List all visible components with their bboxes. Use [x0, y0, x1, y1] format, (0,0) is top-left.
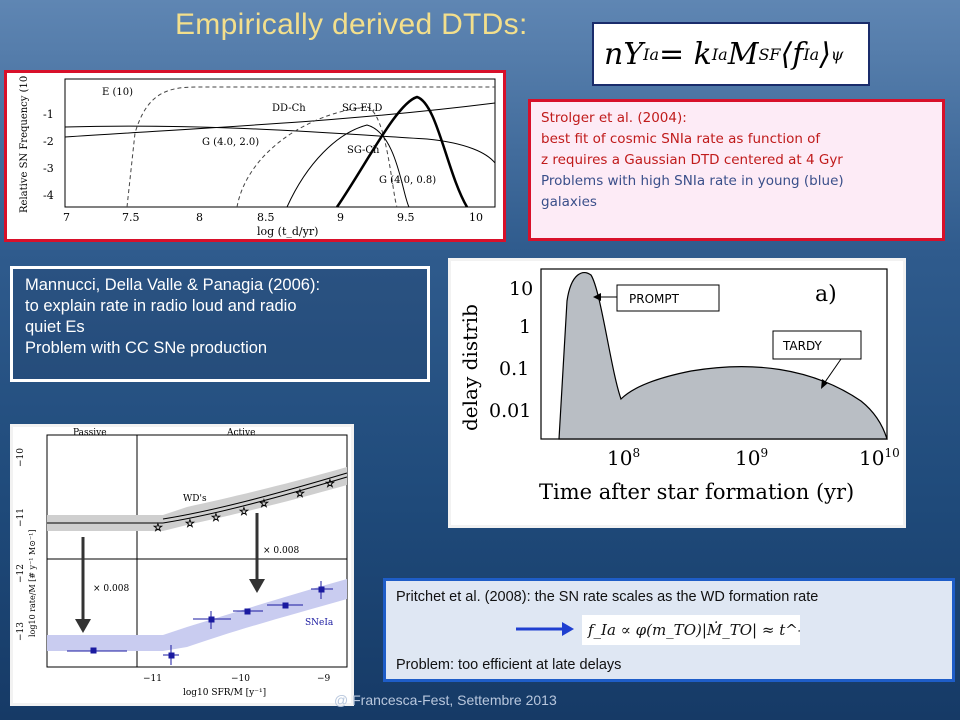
mannucci-plot: 10 1 0.1 0.01 delay distrib 108 109 1010…	[451, 261, 903, 525]
strolger-curve-label: G (4.0, 0.8)	[379, 175, 436, 186]
strolger-xlabel: log (t_d/yr)	[257, 225, 318, 238]
sullivan-figure: Passive Active ☆ ☆ ☆ ☆ ☆ ☆ ☆ WD's SNeIa × 0.0…	[10, 424, 354, 706]
sullivan-ytick: −12	[16, 564, 26, 583]
eq-m: M	[727, 36, 759, 72]
strolger-figure: -1 -2 -3 -4 Relative SN Frequency (10 7 …	[4, 70, 506, 242]
eq-k-sub: Ia	[711, 44, 728, 64]
eq-open: ⟨	[780, 36, 793, 72]
delay-ytick: 0.01	[489, 400, 531, 422]
strolger-line: galaxies	[541, 194, 597, 210]
eq-psi-sub: ψ	[830, 44, 844, 64]
svg-text:☆: ☆	[211, 511, 221, 524]
sullivan-xtick: −10	[231, 674, 250, 684]
eq-f-sub: Ia	[803, 44, 820, 64]
strolger-line: best fit of cosmic SNIa rate as function…	[541, 131, 821, 147]
mannucci-note: Mannucci, Della Valle & Panagia (2006): …	[10, 266, 430, 382]
eq-m-sub: SF	[758, 44, 781, 64]
svg-text:☆: ☆	[185, 517, 195, 530]
svg-text:☆: ☆	[259, 497, 269, 510]
right-arrow-icon	[516, 619, 576, 639]
delay-xlabel: Time after star formation (yr)	[539, 480, 854, 504]
delay-xtick: 1010	[859, 446, 900, 470]
strolger-line: z requires a Gaussian DTD centered at 4 …	[541, 152, 843, 168]
dtd-equation: nY Ia = k Ia M SF ⟨ f Ia ⟩ ψ	[592, 22, 870, 86]
sullivan-ytick: −10	[16, 448, 26, 467]
strolger-curve-label: SG-Ch	[347, 145, 380, 156]
delay-ytick: 10	[509, 278, 533, 300]
sullivan-xtick: −9	[317, 674, 331, 684]
factor-label-left: × 0.008	[93, 584, 129, 594]
pritchet-line: Pritchet et al. (2008): the SN rate scal…	[396, 589, 819, 605]
sullivan-ytick: −13	[16, 622, 26, 641]
passive-header: Passive	[73, 428, 107, 438]
mannucci-figure: 10 1 0.1 0.01 delay distrib 108 109 1010…	[448, 258, 906, 528]
strolger-ylabel: Relative SN Frequency (10	[19, 76, 30, 213]
strolger-xtick: 8	[196, 211, 203, 224]
strolger-ytick: -1	[43, 108, 54, 121]
strolger-ytick: -3	[43, 162, 54, 175]
strolger-xtick: 7	[63, 211, 70, 224]
strolger-line: Problems with high SNIa rate in young (b…	[541, 173, 844, 189]
strolger-curve-label: DD-Ch	[272, 103, 306, 114]
delay-xtick: 109	[735, 446, 768, 470]
eq-lhs-sub: Ia	[643, 44, 659, 64]
strolger-curve-label: G (4.0, 2.0)	[202, 137, 259, 148]
eq-close: ⟩	[819, 36, 831, 72]
mannucci-line: quiet Es	[25, 318, 85, 336]
mannucci-line: Problem with CC SNe production	[25, 339, 268, 357]
pritchet-line: Problem: too efficient at late delays	[396, 657, 622, 673]
svg-text:☆: ☆	[295, 487, 305, 500]
sullivan-ylabel: log10 rate/M [# y⁻¹ M⊙⁻¹]	[28, 530, 37, 638]
strolger-curve-label: E (10)	[102, 87, 133, 98]
delay-xtick: 108	[607, 446, 640, 470]
sullivan-xtick: −11	[143, 674, 162, 684]
strolger-plot: -1 -2 -3 -4 Relative SN Frequency (10 7 …	[19, 76, 496, 238]
delay-ylabel: delay distrib	[458, 304, 482, 431]
strolger-xtick: 9.5	[397, 211, 415, 224]
strolger-xtick: 9	[337, 211, 344, 224]
active-header: Active	[226, 428, 255, 438]
strolger-xtick: 10	[469, 211, 483, 224]
strolger-xtick: 7.5	[122, 211, 140, 224]
delay-ytick: 0.1	[499, 358, 529, 380]
strolger-curve-label: SG-ELD	[342, 103, 382, 114]
factor-label-right: × 0.008	[263, 546, 299, 556]
sullivan-xlabel: log10 SFR/M [y⁻¹]	[183, 688, 266, 698]
pritchet-formula: f_Ia ∝ φ(m_TO)|Ṁ_TO| ≈ t^-0.5	[582, 615, 800, 645]
slide-footer: @ Francesca-Fest, Settembre 2013	[334, 692, 557, 708]
eq-lhs: nY	[604, 36, 644, 72]
strolger-xtick: 8.5	[257, 211, 275, 224]
snia-label: SNeIa	[305, 618, 334, 628]
pritchet-note: Pritchet et al. (2008): the SN rate scal…	[383, 578, 955, 682]
prompt-tag: PROMPT	[629, 292, 680, 306]
sullivan-ytick: −11	[16, 508, 26, 527]
delay-ytick: 1	[519, 316, 531, 338]
strolger-ytick: -2	[43, 135, 54, 148]
slide-title: Empirically derived DTDs:	[175, 8, 528, 41]
svg-text:☆: ☆	[325, 477, 335, 490]
mannucci-line: Mannucci, Della Valle & Panagia (2006):	[25, 276, 321, 294]
strolger-line: Strolger et al. (2004):	[541, 110, 687, 126]
delay-panel-label: a)	[815, 282, 837, 307]
tardy-tag: TARDY	[782, 339, 823, 353]
strolger-note: Strolger et al. (2004): best fit of cosm…	[528, 99, 945, 241]
svg-text:☆: ☆	[153, 521, 163, 534]
eq-equals: = k	[659, 36, 712, 72]
svg-text:☆: ☆	[239, 505, 249, 518]
sullivan-plot: Passive Active ☆ ☆ ☆ ☆ ☆ ☆ ☆ WD's SNeIa × 0.0…	[13, 427, 351, 703]
strolger-ytick: -4	[43, 189, 54, 202]
eq-f: f	[792, 36, 804, 72]
mannucci-line: to explain rate in radio loud and radio	[25, 297, 297, 315]
wd-label: WD's	[183, 494, 207, 504]
